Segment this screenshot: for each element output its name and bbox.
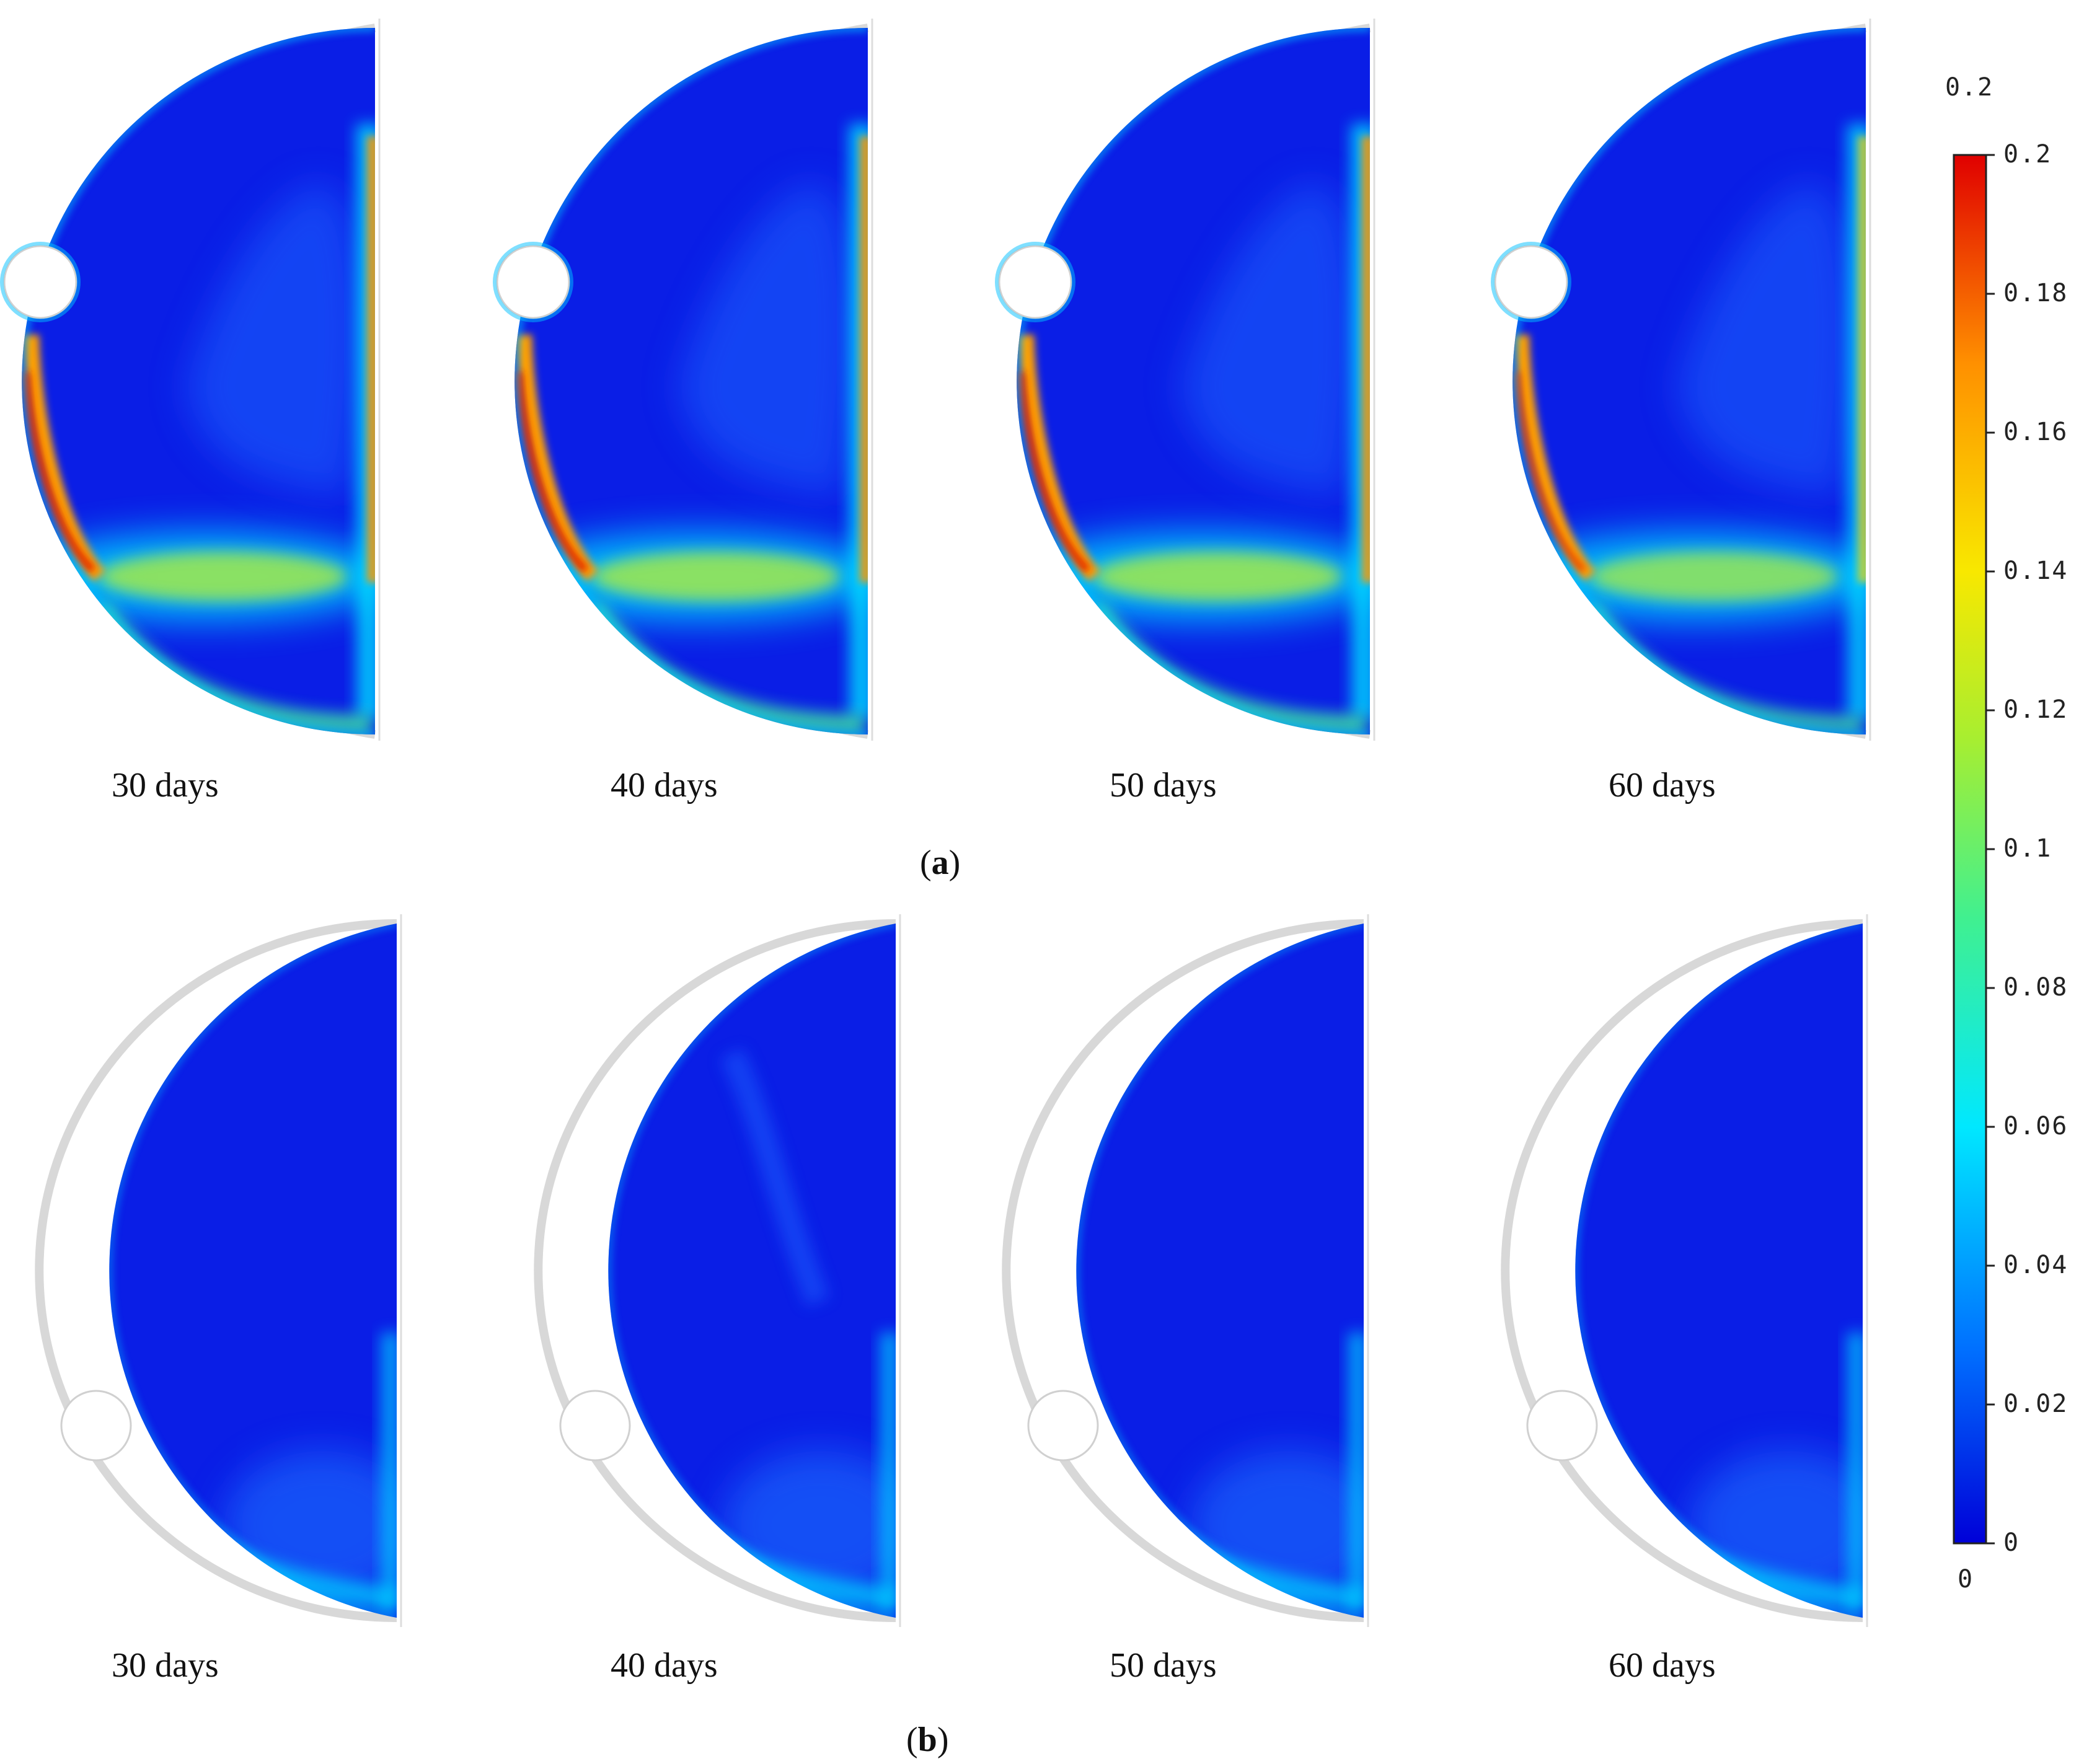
colorbar [1953,154,1995,1545]
contour-a-60-days [1491,19,1871,741]
colorbar-tick-label: 0.02 [2003,1390,2069,1418]
colorbar-top-label: 0.2 [1945,73,1994,102]
colorbar-gradient [1953,154,1987,1545]
label-b-50-days: 50 days [1110,1646,1217,1685]
label-b-30-days: 30 days [112,1646,219,1685]
colorbar-tick-label: 0 [2003,1528,2020,1557]
colorbar-tick-label: 0.12 [2003,695,2069,724]
label-b-60-days: 60 days [1609,1646,1716,1685]
contour-a-40-days [493,19,873,741]
label-a-60-days: 60 days [1609,766,1716,805]
label-a-50-days: 50 days [1110,766,1217,805]
colorbar-tick-label: 0.06 [2003,1112,2069,1140]
colorbar-bottom-label: 0 [1958,1565,1974,1594]
contour-a-50-days [995,19,1375,741]
contour-b-50-days [1002,914,1369,1627]
colorbar-tick-label: 0.2 [2003,140,2052,169]
caption-b: (b) [906,1721,949,1759]
colorbar-tick-label: 0.16 [2003,418,2069,446]
caption-a: (a) [920,844,961,882]
colorbar-tick-label: 0.18 [2003,279,2069,307]
colorbar-tick-label: 0.08 [2003,973,2069,1002]
label-a-40-days: 40 days [611,766,718,805]
contour-a-30-days [0,19,381,741]
label-b-40-days: 40 days [611,1646,718,1685]
colorbar-tick-label: 0.1 [2003,834,2052,863]
label-a-30-days: 30 days [112,766,219,805]
contour-b-30-days [35,914,402,1627]
colorbar-ticks [1986,154,1995,1545]
contour-b-60-days [1501,914,1868,1627]
contour-b-40-days [534,914,901,1627]
colorbar-tick-label: 0.14 [2003,557,2069,585]
colorbar-tick-label: 0.04 [2003,1251,2069,1279]
